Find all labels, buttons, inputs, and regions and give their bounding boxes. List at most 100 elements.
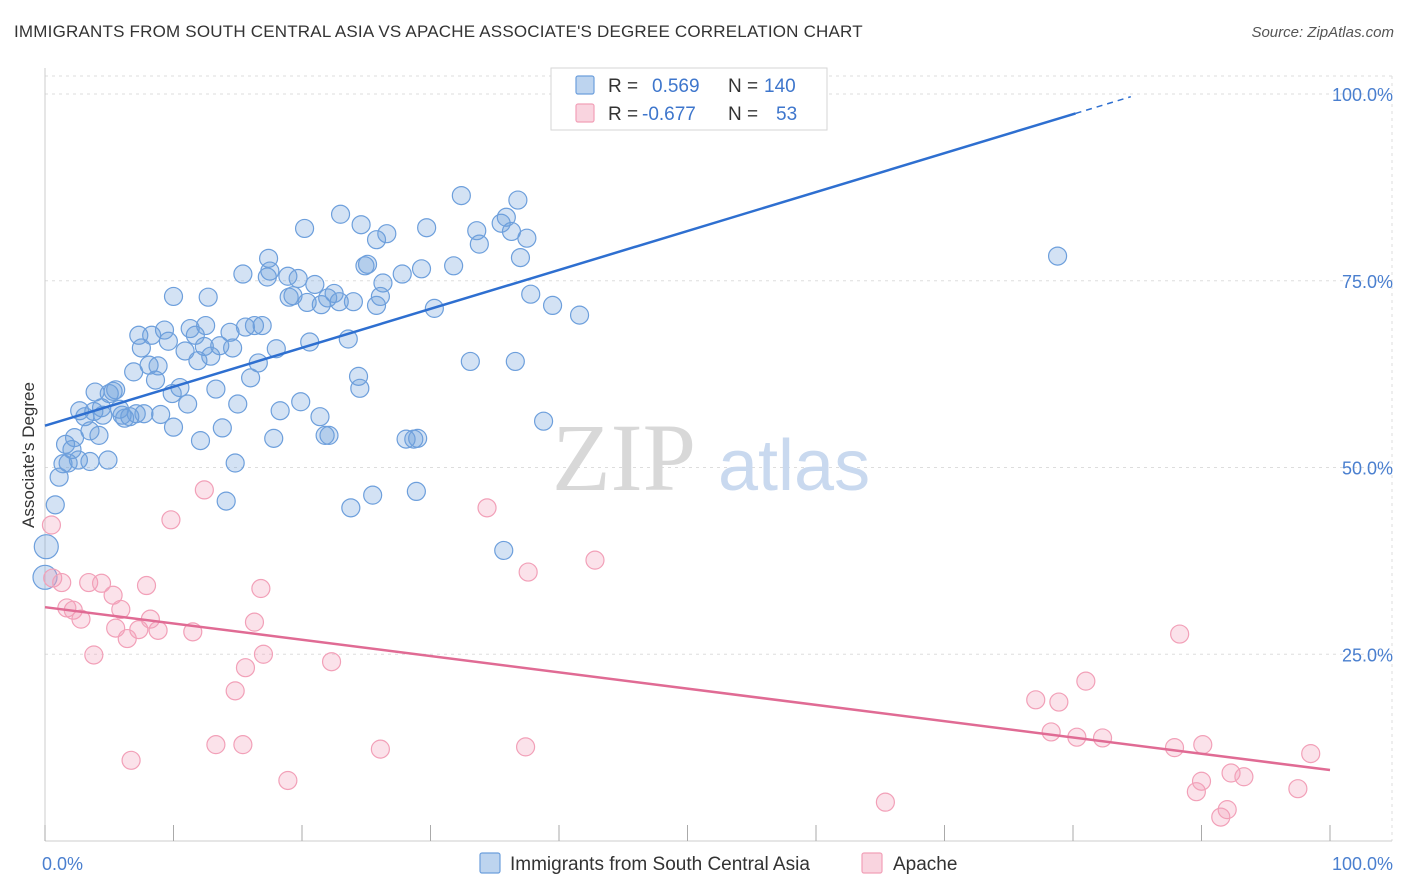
trend-line-south-central-asia	[44, 112, 1076, 427]
legend-n-label: N =	[728, 104, 758, 125]
legend-n-value: 53	[776, 104, 797, 125]
point-south-central-asia	[233, 264, 253, 284]
point-south-central-asia	[1047, 246, 1068, 266]
legend-r-value: -0.677	[642, 104, 696, 125]
bottom-legend-label-pink: Apache	[893, 854, 957, 875]
point-south-central-asia	[291, 392, 311, 412]
point-south-central-asia	[80, 451, 100, 472]
point-apache	[515, 737, 536, 757]
point-south-central-asia	[228, 394, 248, 414]
point-south-central-asia	[363, 485, 383, 505]
point-apache	[84, 645, 104, 665]
point-apache	[1076, 671, 1096, 691]
point-south-central-asia	[460, 351, 480, 372]
point-south-central-asia	[260, 261, 280, 281]
legend-r-label: R =	[608, 104, 638, 125]
point-south-central-asia	[106, 380, 126, 400]
point-apache	[41, 515, 62, 535]
legend-n-label: N =	[728, 76, 758, 97]
point-south-central-asia	[45, 495, 65, 515]
point-south-central-asia	[53, 454, 73, 474]
point-apache	[1041, 722, 1061, 742]
point-south-central-asia	[533, 411, 554, 431]
axes	[44, 68, 1392, 842]
point-south-central-asia	[366, 230, 387, 250]
legend-r-value: 0.569	[652, 76, 700, 97]
point-apache	[136, 575, 157, 596]
point-south-central-asia	[521, 284, 541, 304]
point-south-central-asia	[216, 491, 236, 511]
bottom-legend-label-blue: Immigrants from South Central Asia	[510, 854, 810, 875]
point-south-central-asia	[244, 315, 265, 336]
point-south-central-asia	[494, 540, 514, 561]
point-south-central-asia	[163, 417, 184, 437]
grid	[45, 75, 1393, 841]
point-south-central-asia	[154, 320, 175, 340]
point-south-central-asia	[98, 450, 118, 470]
point-south-central-asia	[451, 185, 471, 206]
y-tick-label: 100.0%	[1332, 85, 1393, 105]
y-tick-labels: 25.0% 50.0% 75.0% 100.0%	[1332, 85, 1393, 665]
y-tick-label: 50.0%	[1342, 459, 1393, 479]
point-south-central-asia	[508, 190, 528, 210]
watermark-atlas: atlas	[718, 426, 870, 506]
point-apache	[206, 735, 226, 755]
y-tick-label: 25.0%	[1342, 645, 1393, 665]
bottom-legend-swatch-blue	[479, 852, 501, 874]
point-apache	[321, 652, 342, 672]
point-apache	[121, 750, 141, 770]
point-south-central-asia	[225, 453, 245, 473]
legend-n-value: 140	[764, 76, 796, 97]
trend-line-extension	[1075, 95, 1132, 115]
bottom-legend: Immigrants from South Central Asia Apach…	[479, 852, 957, 875]
point-south-central-asia	[32, 564, 58, 590]
point-apache	[253, 644, 274, 664]
watermark-zip: ZIP	[552, 404, 696, 511]
point-south-central-asia	[194, 336, 214, 357]
point-south-central-asia	[411, 259, 432, 279]
point-south-central-asia	[126, 404, 146, 424]
point-south-central-asia	[89, 425, 109, 445]
bottom-legend-swatch-pink	[861, 852, 883, 874]
point-apache	[244, 612, 265, 632]
point-apache	[1221, 763, 1241, 783]
point-south-central-asia	[270, 401, 290, 421]
point-south-central-asia	[444, 256, 464, 276]
point-apache	[585, 550, 605, 570]
point-apache	[1164, 738, 1185, 758]
point-south-central-asia	[288, 268, 308, 289]
point-apache	[477, 498, 497, 518]
legend-r-label: R =	[608, 76, 638, 97]
y-axis-label: Associate's Degree	[19, 382, 38, 528]
point-south-central-asia	[310, 407, 330, 427]
point-apache	[235, 658, 256, 678]
point-apache	[1170, 624, 1190, 644]
point-apache	[91, 573, 112, 593]
point-south-central-asia	[264, 428, 284, 448]
point-apache	[233, 735, 253, 755]
point-south-central-asia	[131, 338, 151, 358]
point-south-central-asia	[357, 254, 378, 274]
point-south-central-asia	[406, 481, 426, 502]
point-south-central-asia	[212, 418, 232, 438]
point-south-central-asia	[542, 295, 563, 316]
point-south-central-asia	[377, 224, 397, 244]
data-points	[32, 185, 1321, 827]
point-south-central-asia	[145, 370, 166, 390]
point-apache	[278, 770, 298, 791]
point-south-central-asia	[198, 287, 218, 307]
point-south-central-asia	[206, 379, 226, 399]
point-apache	[1186, 782, 1206, 802]
point-apache	[43, 568, 63, 588]
point-south-central-asia	[175, 341, 195, 361]
point-apache	[1026, 690, 1046, 710]
legend-swatch-blue	[575, 75, 595, 95]
watermark: ZIP atlas	[552, 404, 870, 511]
point-apache	[1211, 807, 1231, 827]
legend-swatch-pink	[575, 103, 595, 123]
point-south-central-asia	[252, 315, 272, 336]
point-south-central-asia	[505, 351, 525, 372]
y-tick-label: 75.0%	[1342, 272, 1393, 292]
point-south-central-asia	[142, 325, 162, 345]
point-apache	[1049, 692, 1069, 712]
